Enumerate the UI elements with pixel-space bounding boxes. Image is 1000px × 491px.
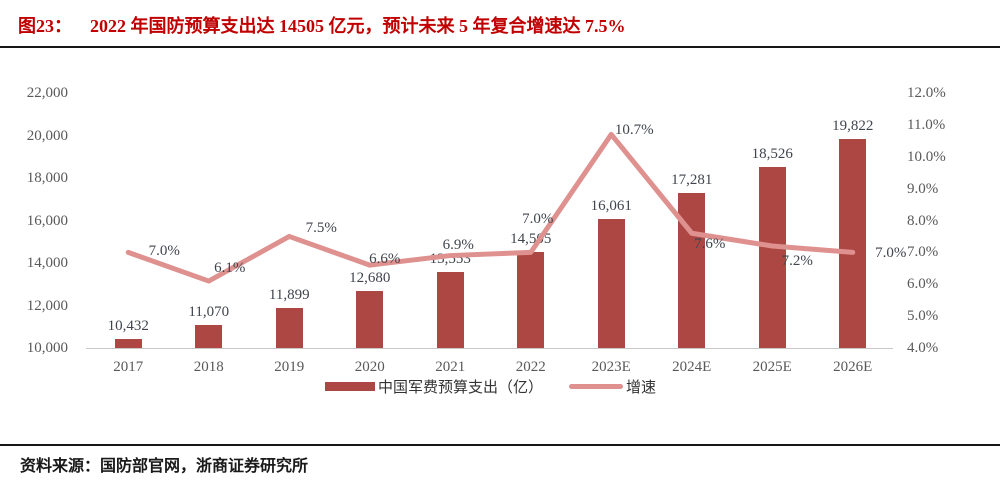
bar-2017 (114, 338, 142, 348)
growth-point-label: 7.5% (305, 220, 337, 237)
bar-value-label: 12,680 (349, 270, 391, 287)
x-category-label: 2017 (113, 359, 144, 375)
y-axis-left-tick: 10,000 (26, 340, 68, 356)
bar-2019 (275, 307, 303, 348)
legend-swatch-bar (324, 382, 375, 391)
bar-value-label: 14,505 (510, 231, 552, 248)
bar-value-label: 11,899 (268, 286, 310, 303)
y-axis-right-tick: 4.0% (907, 340, 939, 356)
growth-point-label: 6.6% (369, 251, 401, 268)
legend: 中国军费预算支出（亿） 增速 (88, 376, 893, 397)
bar-2024E (678, 193, 706, 348)
x-category-label: 2025E (752, 359, 792, 375)
legend-label-growth: 增速 (626, 380, 657, 396)
bar-2018 (195, 325, 223, 348)
y-axis-left-tick: 18,000 (26, 170, 68, 186)
bar-value-label: 17,281 (671, 172, 713, 189)
bar-value-label: 18,526 (751, 145, 793, 162)
title-divider (0, 46, 1000, 48)
y-axis-right-tick: 10.0% (907, 148, 946, 165)
x-category-label: 2024E (672, 359, 712, 375)
x-category-label: 2026E (833, 359, 873, 375)
x-category-label: 2021 (435, 359, 466, 375)
x-category-label: 2020 (354, 359, 385, 375)
figure-title: 图23： 2022 年国防预算支出达 14505 亿元，预计未来 5 年复合增速达… (18, 12, 626, 38)
growth-point-label: 10.7% (614, 122, 654, 139)
y-axis-right-tick: 7.0% (907, 244, 939, 261)
y-axis-left-tick: 14,000 (26, 255, 68, 271)
x-category-label: 2018 (193, 359, 224, 375)
figure-number: 图23： (18, 16, 72, 36)
source-note: 资料来源：国防部官网，浙商证券研究所 (20, 458, 309, 475)
y-axis-left-tick: 22,000 (26, 85, 68, 101)
y-axis-right-tick: 11.0% (907, 116, 946, 133)
growth-point-label: 7.0% (522, 211, 554, 228)
legend-swatch-line (569, 384, 623, 389)
x-category-label: 2022 (515, 359, 546, 375)
growth-point-label: 7.2% (781, 253, 813, 269)
x-axis-line (86, 348, 893, 349)
growth-point-label: 7.6% (694, 236, 726, 253)
growth-point-label: 6.1% (214, 260, 246, 277)
y-axis-left-tick: 12,000 (26, 297, 68, 314)
y-axis-right-tick: 5.0% (907, 308, 939, 325)
y-axis-right-tick: 9.0% (907, 180, 939, 197)
figure-title-text: 2022 年国防预算支出达 14505 亿元，预计未来 5 年复合增速达 7.5… (90, 16, 626, 36)
bar-value-label: 16,061 (590, 198, 632, 215)
bar-2023E (597, 219, 625, 348)
legend-item-growth: 增速 (569, 376, 656, 397)
growth-point-label: 7.0% (875, 245, 907, 262)
x-category-label: 2023E (591, 359, 631, 375)
growth-point-label: 6.9% (442, 236, 474, 253)
x-category-label: 2019 (274, 359, 305, 375)
legend-label-budget: 中国军费预算支出（亿） (377, 380, 543, 396)
bar-2021 (436, 272, 464, 348)
bar-value-label: 10,432 (107, 317, 149, 334)
legend-item-budget: 中国军费预算支出（亿） (324, 376, 543, 397)
y-axis-right-tick: 6.0% (907, 276, 939, 293)
source-divider (0, 444, 1000, 446)
growth-point-label: 7.0% (148, 243, 180, 260)
y-axis-left-tick: 16,000 (26, 212, 68, 229)
bar-2022 (517, 252, 545, 348)
bar-value-label: 19,822 (832, 118, 874, 135)
y-axis-left-tick: 20,000 (26, 127, 68, 144)
bar-2020 (356, 291, 384, 348)
y-axis-right-tick: 12.0% (907, 85, 946, 101)
bar-value-label: 11,070 (188, 304, 230, 321)
y-axis-right-tick: 8.0% (907, 212, 939, 229)
